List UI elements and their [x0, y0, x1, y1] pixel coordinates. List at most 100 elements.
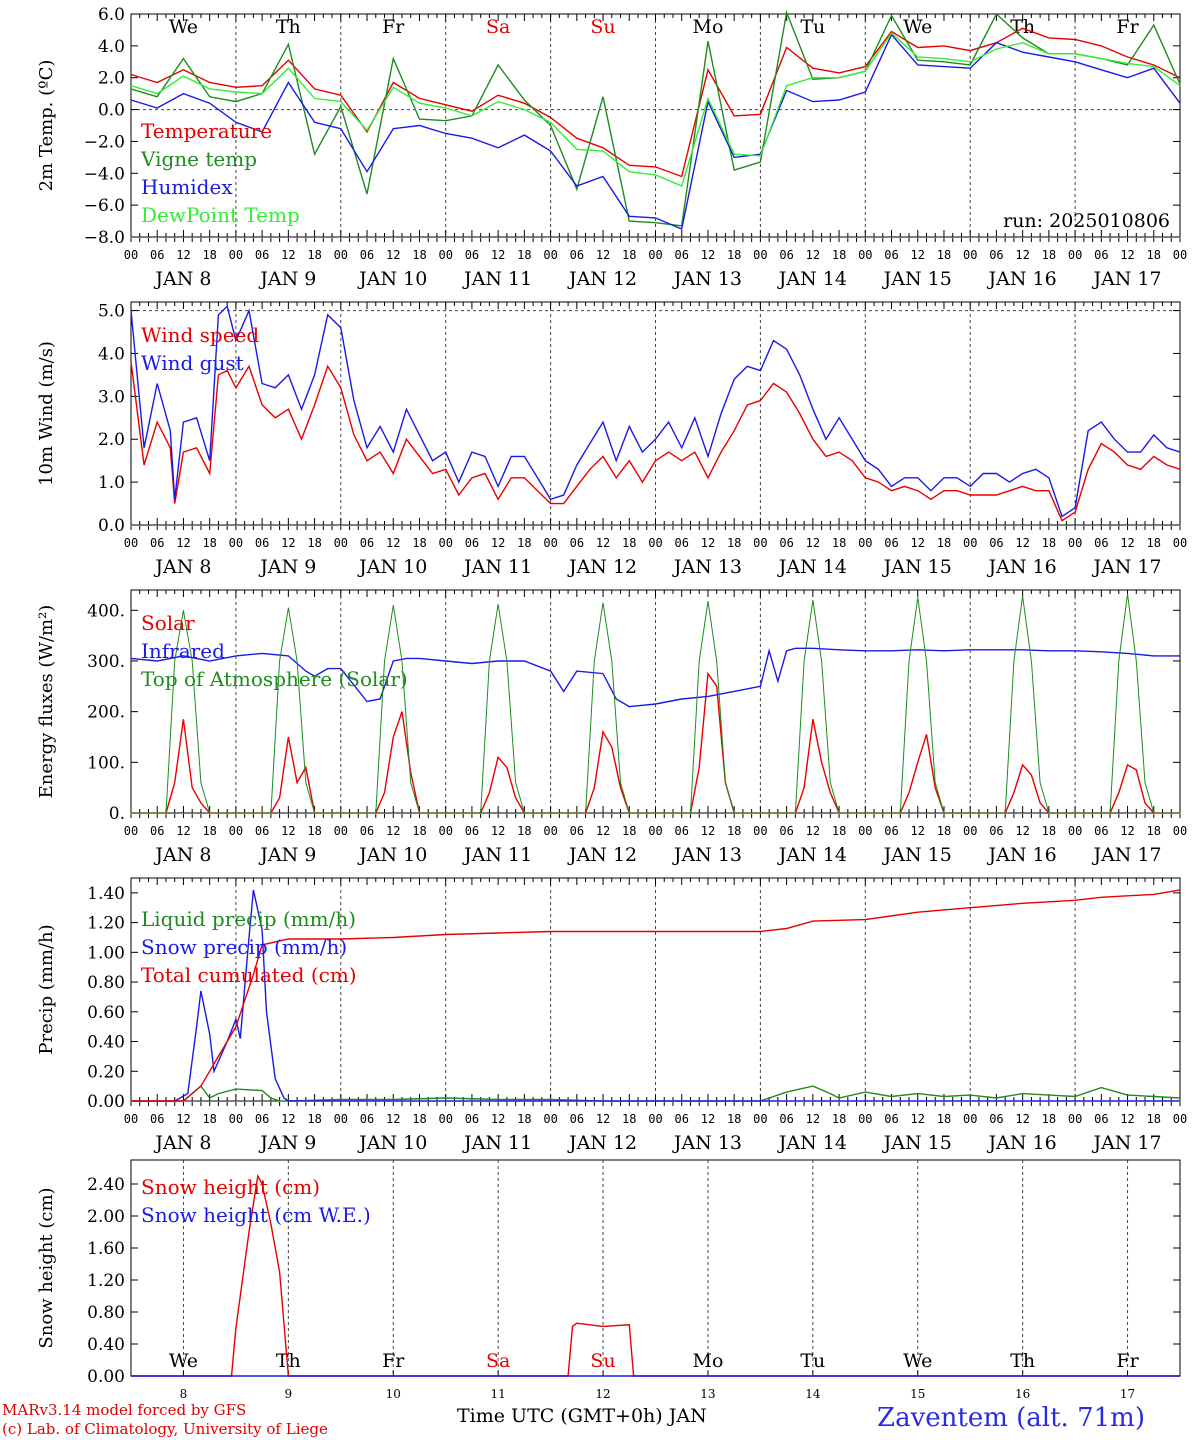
x-hour-label: 06 — [674, 536, 688, 550]
x-hour-label: 00 — [753, 824, 767, 838]
x-hour-label: 18 — [1147, 536, 1161, 550]
x-hour-label: 18 — [412, 1112, 426, 1126]
series-temp-humidex — [130, 33, 1181, 230]
x-day-number: 9 — [285, 1387, 293, 1401]
x-date-label: JAN 12 — [567, 556, 637, 578]
y-tick-label: 1.00 — [87, 943, 125, 963]
panel-precip: 0.00 0.20 0.40 0.60 0.80 1.00 1.20 1.40 Precip (… — [36, 877, 1187, 1154]
x-hour-label: 12 — [281, 248, 295, 262]
x-hour-label: 06 — [674, 1112, 688, 1126]
weekday-label: We — [903, 16, 932, 38]
x-date-label: JAN 10 — [357, 556, 427, 578]
x-hour-label: 12 — [386, 824, 400, 838]
x-hour-label: 18 — [937, 536, 951, 550]
x-hour-label: 18 — [517, 536, 531, 550]
x-hour-label: 12 — [701, 248, 715, 262]
x-hour-label: 12 — [1120, 248, 1134, 262]
series-temp-vigne-temp — [130, 9, 1181, 227]
x-hour-label: 06 — [779, 248, 793, 262]
x-hour-label: 12 — [176, 1112, 190, 1126]
x-hour-label: 12 — [701, 536, 715, 550]
x-date-label: JAN 12 — [567, 268, 637, 290]
x-hour-label: 06 — [1094, 1112, 1108, 1126]
x-hour-label: 12 — [1015, 1112, 1029, 1126]
x-hour-label: 12 — [806, 824, 820, 838]
x-hour-label: 12 — [911, 824, 925, 838]
run-label: run: 2025010806 — [1003, 210, 1170, 232]
x-hour-label: 00 — [438, 824, 452, 838]
y-axis-label: 10m Wind (m/s) — [36, 341, 57, 486]
x-hour-label: 12 — [491, 824, 505, 838]
y-tick-label: 0.80 — [87, 1303, 125, 1323]
weekday-label: Su — [590, 1350, 615, 1372]
x-hour-label: 00 — [1173, 1112, 1187, 1126]
y-tick-label: 1.20 — [87, 1271, 125, 1291]
y-tick-label: 4.0 — [98, 37, 125, 57]
y-tick-label: 0.20 — [87, 1062, 125, 1082]
x-hour-label: 06 — [884, 536, 898, 550]
series-snow-snow-height-cm — [131, 1173, 1180, 1377]
x-hour-label: 06 — [570, 248, 584, 262]
x-date-label: JAN 11 — [462, 556, 532, 578]
x-hour-label: 00 — [1068, 1112, 1082, 1126]
plot-frame — [130, 301, 1181, 526]
y-tick-label: 0.80 — [87, 973, 125, 993]
x-hour-label: 18 — [202, 248, 216, 262]
x-hour-label: 00 — [858, 248, 872, 262]
weekday-label: Tu — [800, 1350, 825, 1372]
x-hour-label: 18 — [937, 248, 951, 262]
x-hour-label: 06 — [360, 536, 374, 550]
weekday-label: Fr — [1116, 1350, 1139, 1372]
x-hour-label: 12 — [386, 1112, 400, 1126]
x-hour-label: 12 — [911, 248, 925, 262]
y-axis-label: Snow height (cm) — [36, 1187, 57, 1348]
x-hour-label: 12 — [911, 1112, 925, 1126]
x-hour-label: 06 — [570, 536, 584, 550]
x-date-label: JAN 15 — [882, 268, 952, 290]
x-hour-label: 00 — [1173, 248, 1187, 262]
x-hour-label: 12 — [1015, 536, 1029, 550]
x-hour-label: 18 — [937, 824, 951, 838]
x-hour-label: 06 — [255, 1112, 269, 1126]
x-hour-label: 12 — [806, 248, 820, 262]
x-hour-label: 18 — [1042, 536, 1056, 550]
x-hour-label: 12 — [1120, 536, 1134, 550]
x-hour-label: 06 — [674, 248, 688, 262]
legend-entry: Snow precip (mm/h) — [141, 935, 347, 959]
x-hour-label: 12 — [1015, 824, 1029, 838]
x-date-label: JAN 9 — [258, 556, 316, 578]
panel-snow: 0.00 0.40 0.80 1.20 1.60 2.00 2.40 Snow height … — [36, 1159, 1181, 1401]
series-wind-wind-speed — [130, 361, 1181, 522]
x-hour-label: 06 — [884, 824, 898, 838]
x-date-label: JAN 15 — [882, 1132, 952, 1154]
legend-entry: Snow height (cm) — [141, 1175, 320, 1199]
x-hour-label: 00 — [229, 1112, 243, 1126]
x-hour-label: 18 — [1042, 824, 1056, 838]
x-hour-label: 18 — [1147, 824, 1161, 838]
legend-entry: Liquid precip (mm/h) — [141, 907, 356, 931]
x-hour-label: 06 — [1094, 248, 1108, 262]
weekday-label: Th — [1010, 16, 1035, 38]
weekday-label: Sa — [486, 16, 510, 38]
x-day-number: 15 — [910, 1387, 925, 1401]
footer-copyright: (c) Lab. of Climatology, University of L… — [2, 1420, 328, 1438]
x-day-number: 10 — [386, 1387, 401, 1401]
x-day-number: 12 — [595, 1387, 610, 1401]
x-hour-label: 06 — [255, 248, 269, 262]
x-hour-label: 00 — [648, 1112, 662, 1126]
weekday-label: Th — [1010, 1350, 1035, 1372]
x-hour-label: 18 — [727, 248, 741, 262]
x-hour-label: 06 — [255, 536, 269, 550]
x-hour-label: 00 — [229, 824, 243, 838]
x-hour-label: 18 — [622, 824, 636, 838]
x-hour-label: 18 — [727, 536, 741, 550]
y-tick-label: 2.40 — [87, 1175, 125, 1195]
x-hour-label: 06 — [989, 824, 1003, 838]
y-tick-label: 0.0 — [98, 516, 125, 536]
y-tick-label: 200. — [87, 703, 125, 723]
y-tick-label: 0. — [109, 804, 125, 824]
series-precip-total-cumulated-cm — [131, 889, 1181, 1102]
x-hour-label: 18 — [832, 824, 846, 838]
x-hour-label: 18 — [412, 536, 426, 550]
weekday-label: We — [169, 1350, 198, 1372]
